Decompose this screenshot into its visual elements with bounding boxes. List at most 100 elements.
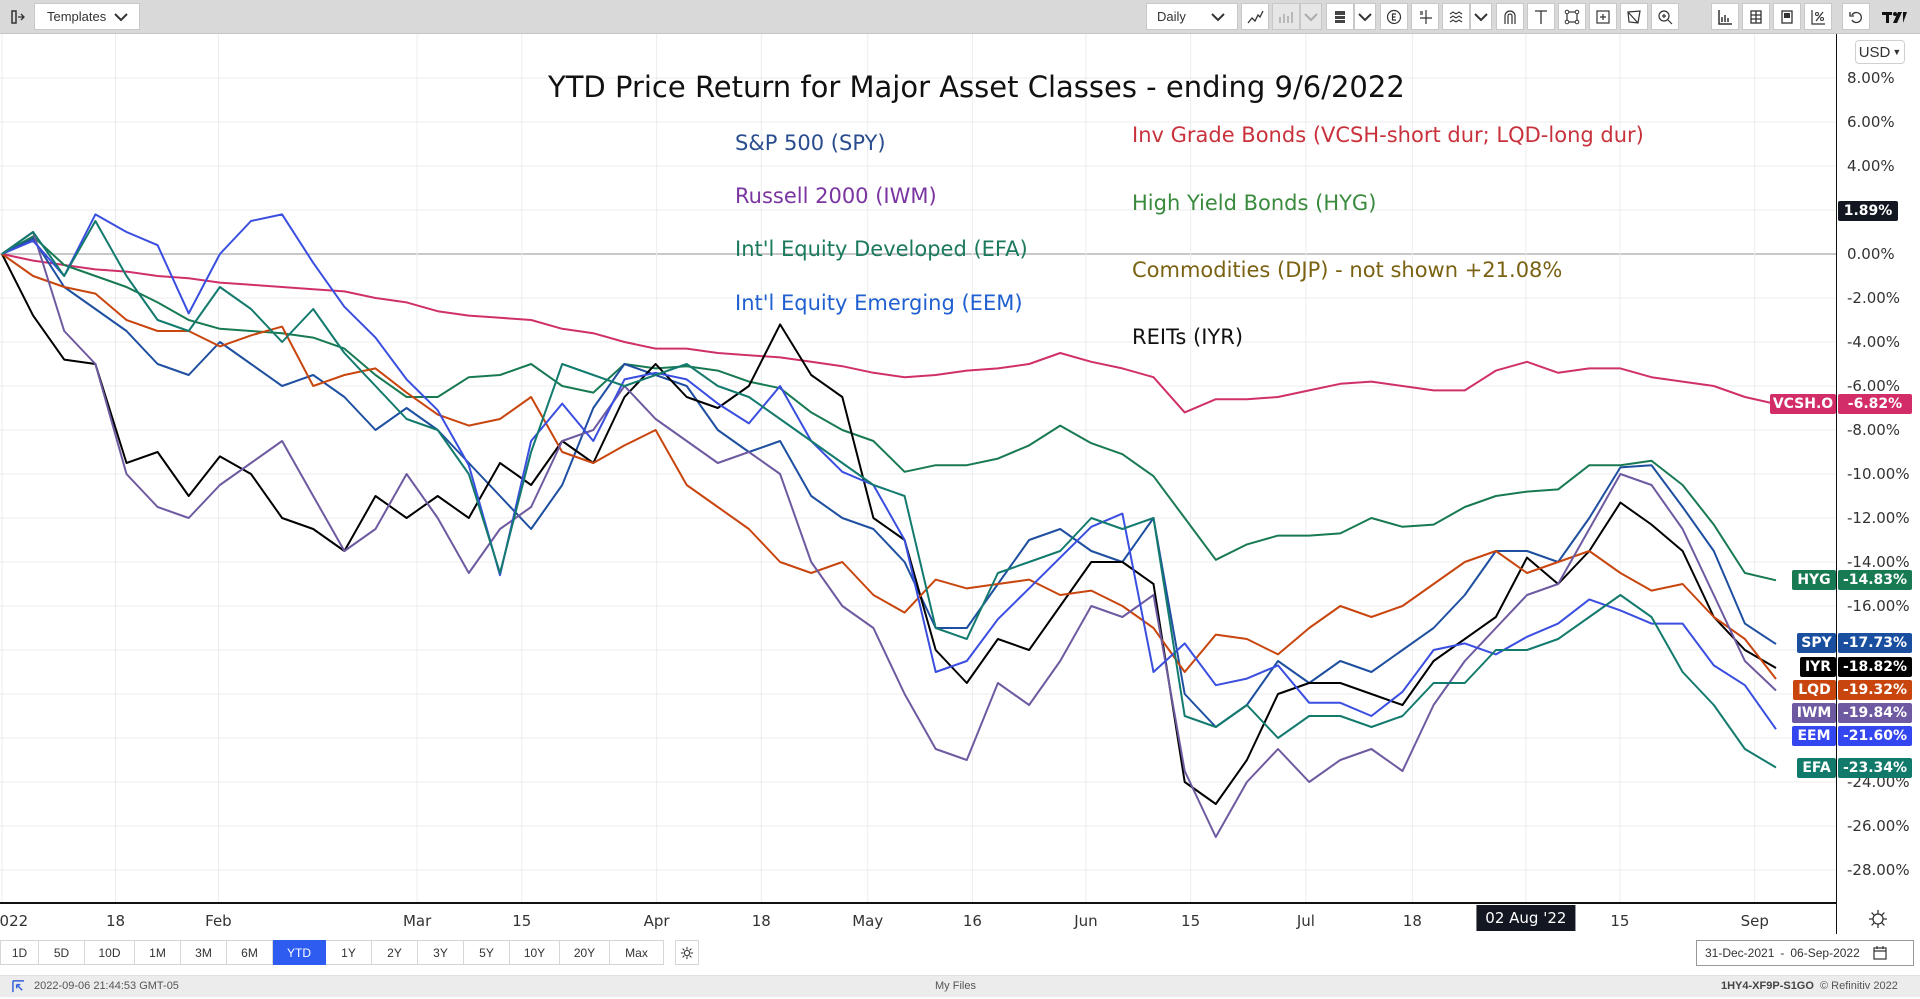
- period-button-1y[interactable]: 1Y: [326, 940, 372, 965]
- text-button[interactable]: [1527, 3, 1555, 30]
- series-value-iyr: -18.82%: [1838, 657, 1912, 677]
- studies-icon: [1449, 10, 1463, 23]
- chart-area[interactable]: YTD Price Return for Major Asset Classes…: [0, 34, 1920, 902]
- series-tag-iwm: IWM: [1792, 703, 1836, 723]
- x-tick-label: Feb: [205, 912, 232, 930]
- x-tick-label: Sep: [1740, 912, 1769, 930]
- series-tag-spy: SPY: [1797, 633, 1836, 653]
- status-bar: 2022-09-06 21:44:53 GMT-05 My Files 1HY4…: [0, 975, 1920, 997]
- collapse-panel-icon[interactable]: [10, 9, 26, 25]
- percent-button[interactable]: [1804, 3, 1832, 30]
- series-line-lqd[interactable]: [1, 253, 1777, 680]
- y-tick-label: -2.00%: [1847, 289, 1901, 307]
- undo-icon: [1849, 11, 1862, 23]
- currency-dropdown[interactable]: USD ▼: [1855, 40, 1905, 64]
- series-line-spy[interactable]: [1, 237, 1777, 728]
- period-button-3m[interactable]: 3M: [181, 940, 227, 965]
- status-copyright: © Refinitiv 2022: [1820, 980, 1898, 992]
- x-tick-label: 18: [105, 912, 126, 930]
- crosshair-value: 1.89%: [1843, 203, 1893, 219]
- y-tick-label: 0.00%: [1847, 245, 1895, 263]
- period-button-ytd[interactable]: YTD: [273, 940, 326, 965]
- magnet-button[interactable]: [1496, 3, 1524, 30]
- chevron-down-icon: [1304, 12, 1318, 21]
- undo-button[interactable]: [1842, 3, 1870, 30]
- period-button-2y[interactable]: 2Y: [372, 940, 418, 965]
- templates-dropdown[interactable]: Templates: [34, 3, 140, 30]
- layout-dropdown[interactable]: [1354, 3, 1376, 30]
- legend-note-iyr: REITs (IYR): [1132, 325, 1244, 349]
- period-button-1m[interactable]: 1M: [135, 940, 181, 965]
- axis-settings-icon[interactable]: [1867, 908, 1889, 930]
- status-timestamp: 2022-09-06 21:44:53 GMT-05: [34, 980, 179, 992]
- statistics-icon: [1718, 9, 1732, 25]
- studies-button[interactable]: [1442, 3, 1470, 30]
- events-button[interactable]: [1380, 3, 1408, 30]
- y-tick-label: -4.00%: [1847, 333, 1901, 351]
- period-button-20y[interactable]: 20Y: [560, 940, 610, 965]
- interval-dropdown[interactable]: Daily: [1146, 3, 1238, 30]
- line-chart-button[interactable]: [1241, 3, 1269, 30]
- news-button[interactable]: [1773, 3, 1801, 30]
- select-region-button[interactable]: [1558, 3, 1586, 30]
- x-tick-label: 15: [1181, 912, 1201, 930]
- draw-button[interactable]: [1620, 3, 1648, 30]
- statistics-button[interactable]: [1711, 3, 1739, 30]
- period-button-10d[interactable]: 10D: [85, 940, 135, 965]
- x-tick-label: 15: [512, 912, 532, 930]
- y-axis-line: [1836, 34, 1837, 934]
- period-button-6m[interactable]: 6M: [227, 940, 273, 965]
- series-value-lqd: -19.32%: [1838, 680, 1912, 700]
- series-value-iwm: -19.84%: [1838, 703, 1912, 723]
- legend-note-hyg: High Yield Bonds (HYG): [1132, 191, 1377, 215]
- date-range-picker[interactable]: 31-Dec-2021 - 06-Sep-2022: [1696, 940, 1914, 966]
- series-line-hyg[interactable]: [1, 235, 1777, 582]
- period-button-3y[interactable]: 3Y: [418, 940, 464, 965]
- series-line-efa[interactable]: [1, 220, 1777, 769]
- period-button-5d[interactable]: 5D: [39, 940, 85, 965]
- data-table-icon: [1750, 9, 1762, 24]
- events-icon: [1386, 9, 1402, 24]
- crosshair-button[interactable]: [1411, 3, 1439, 30]
- toolbar: Templates Daily: [0, 0, 1920, 34]
- zoom-button[interactable]: [1651, 3, 1679, 30]
- legend-note-spy: S&P 500 (SPY): [735, 131, 886, 155]
- x-tick-label: Apr: [643, 912, 670, 930]
- tradingview-logo-button[interactable]: [1878, 3, 1914, 30]
- date-range-end: 06-Sep-2022: [1790, 946, 1860, 960]
- period-button-max[interactable]: Max: [610, 940, 664, 965]
- legend-note-inv-grade: Inv Grade Bonds (VCSH-short dur; LQD-lon…: [1132, 123, 1644, 147]
- status-center[interactable]: My Files: [935, 980, 976, 992]
- x-tick-label: 18: [751, 912, 771, 930]
- currency-label: USD: [1858, 43, 1891, 61]
- series-line-vcsh-o[interactable]: [1, 253, 1777, 414]
- period-button-5y[interactable]: 5Y: [464, 940, 510, 965]
- series-value-hyg: -14.83%: [1838, 570, 1912, 590]
- data-table-button[interactable]: [1742, 3, 1770, 30]
- x-axis[interactable]: 2022 18 Feb Mar 15 Apr 18 May 16 Jun 15 Jul 18 02 Aug…: [0, 902, 1836, 936]
- layout-button[interactable]: [1326, 3, 1354, 30]
- y-tick-label: 6.00%: [1847, 113, 1895, 131]
- y-tick-label: -28.00%: [1847, 861, 1910, 879]
- date-range-start: 31-Dec-2021: [1705, 946, 1775, 960]
- chart-title: YTD Price Return for Major Asset Classes…: [548, 70, 1405, 104]
- y-tick-label: -12.00%: [1847, 509, 1910, 527]
- y-tick-label: -10.00%: [1847, 465, 1910, 483]
- price-chart[interactable]: [0, 34, 1836, 902]
- legend-note-eem: Int'l Equity Emerging (EEM): [735, 291, 1023, 315]
- x-tick-label: 16: [962, 912, 982, 930]
- chart-type-dropdown[interactable]: [1300, 3, 1322, 30]
- tradingview-logo-icon: [1882, 11, 1907, 23]
- interval-label: Daily: [1157, 9, 1186, 24]
- series-line-eem[interactable]: [1, 213, 1777, 730]
- studies-dropdown[interactable]: [1470, 3, 1492, 30]
- chart-type-button[interactable]: [1272, 3, 1300, 30]
- zoom-icon: [1658, 9, 1673, 24]
- series-line-iyr[interactable]: [1, 253, 1777, 805]
- x-tick-label: Jun: [1074, 912, 1098, 930]
- series-line-iwm[interactable]: [1, 231, 1777, 838]
- period-button-10y[interactable]: 10Y: [510, 940, 560, 965]
- period-settings-button[interactable]: [675, 940, 699, 965]
- zoom-region-button[interactable]: [1589, 3, 1617, 30]
- period-button-1d[interactable]: 1D: [0, 940, 39, 965]
